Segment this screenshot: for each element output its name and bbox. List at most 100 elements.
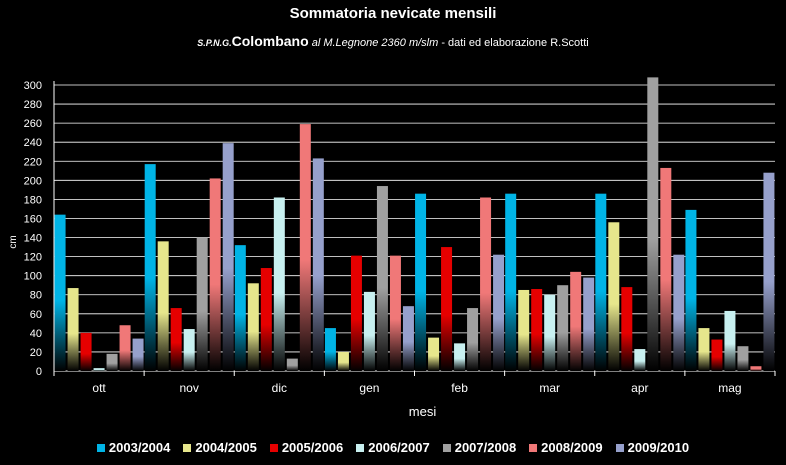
x-tick-label: ott (92, 381, 106, 395)
bar (299, 124, 311, 371)
x-tick-label: dic (272, 381, 287, 395)
bar (119, 325, 131, 371)
bar (234, 245, 246, 371)
subtitle-abbr: S.P.N.G. (197, 38, 232, 48)
y-tick-label: 240 (24, 137, 42, 149)
bar (80, 332, 92, 371)
legend-swatch (442, 443, 451, 452)
legend-label: 2004/2005 (195, 440, 257, 455)
bar (402, 306, 414, 371)
bar (286, 358, 298, 371)
bar (544, 294, 556, 371)
y-tick-label: 120 (24, 252, 42, 264)
y-tick-label: 220 (24, 156, 42, 168)
bar (711, 339, 723, 371)
chart-subtitle: S.P.N.G.Colombano al M.Legnone 2360 m/sl… (0, 33, 786, 49)
bar (222, 143, 234, 371)
chart-title: Sommatoria nevicate mensili (289, 5, 497, 22)
legend-swatch (615, 443, 624, 452)
bar (144, 164, 156, 371)
x-tick-label: gen (359, 381, 379, 395)
bar (518, 289, 530, 371)
bar (337, 351, 349, 371)
y-tick-label: 80 (30, 290, 42, 302)
bar (750, 366, 762, 371)
legend-label: 2008/2009 (541, 440, 603, 455)
bar (209, 178, 221, 371)
bar (428, 337, 440, 371)
bar (196, 237, 208, 371)
bar (724, 310, 736, 371)
legend-label: 2005/2006 (281, 440, 344, 455)
bar (454, 343, 466, 371)
legend-swatch (183, 443, 192, 452)
y-tick-label: 260 (24, 118, 42, 130)
legend-item: 2006/2007 (356, 440, 430, 455)
bar (106, 353, 118, 371)
y-tick-label: 100 (24, 271, 42, 283)
bar (673, 254, 685, 371)
bar (415, 193, 427, 371)
y-tick-label: 20 (30, 347, 42, 359)
x-tick-label: nov (180, 381, 199, 395)
y-tick-label: 180 (24, 194, 42, 206)
bar (595, 193, 607, 371)
bar (493, 254, 505, 371)
bar (763, 172, 775, 371)
chart-legend: 2003/2004 2004/2005 2005/2006 2006/2007 2007… (0, 440, 786, 455)
legend-label: 2003/2004 (108, 440, 171, 455)
subtitle-name: Colombano (231, 33, 309, 49)
bar (157, 241, 169, 371)
y-axis-label: cm (8, 235, 19, 248)
x-axis-label: mesi (409, 404, 437, 419)
legend-label: 2009/2010 (627, 440, 690, 455)
bar (389, 255, 401, 371)
legend-item: 2004/2005 (183, 440, 257, 455)
x-tick-label: mar (539, 381, 560, 395)
bar (647, 77, 659, 371)
bar (608, 222, 620, 371)
x-tick-label: apr (631, 381, 648, 395)
bar (93, 368, 105, 371)
bar (557, 285, 569, 371)
bar (480, 197, 492, 371)
bar (170, 308, 182, 371)
bar (67, 288, 79, 371)
bar (685, 209, 697, 371)
legend-label: 2007/2008 (454, 440, 517, 455)
legend-swatch (356, 443, 365, 452)
bar (312, 158, 324, 371)
bar (467, 308, 479, 371)
y-tick-label: 300 (24, 80, 42, 92)
bar (583, 277, 595, 371)
bar (247, 283, 259, 371)
legend-swatch (269, 443, 278, 452)
subtitle-location: al M.Legnone 2360 m/slm (311, 37, 439, 49)
y-tick-label: 280 (24, 99, 42, 111)
bar (376, 186, 388, 371)
legend-item: 2003/2004 (96, 440, 171, 455)
bar (505, 193, 517, 371)
y-tick-label: 140 (24, 233, 42, 245)
subtitle-credit: - dati ed elaborazione R.Scotti (438, 37, 589, 49)
y-tick-label: 40 (30, 328, 42, 340)
legend-item: 2007/2008 (442, 440, 517, 455)
bar (132, 338, 144, 371)
bar (363, 291, 375, 371)
bar (54, 214, 66, 371)
legend-item: 2008/2009 (529, 440, 603, 455)
legend-swatch (529, 443, 538, 452)
bar (660, 167, 672, 371)
bar (441, 247, 453, 371)
legend-item: 2009/2010 (615, 440, 690, 455)
bar (273, 197, 285, 371)
bar (183, 329, 195, 371)
bar (324, 328, 336, 371)
bar (737, 346, 749, 371)
legend-label: 2006/2007 (368, 440, 430, 455)
bar (570, 271, 582, 371)
legend-swatch (96, 443, 105, 452)
y-tick-label: 160 (24, 213, 42, 225)
bar (260, 268, 272, 371)
